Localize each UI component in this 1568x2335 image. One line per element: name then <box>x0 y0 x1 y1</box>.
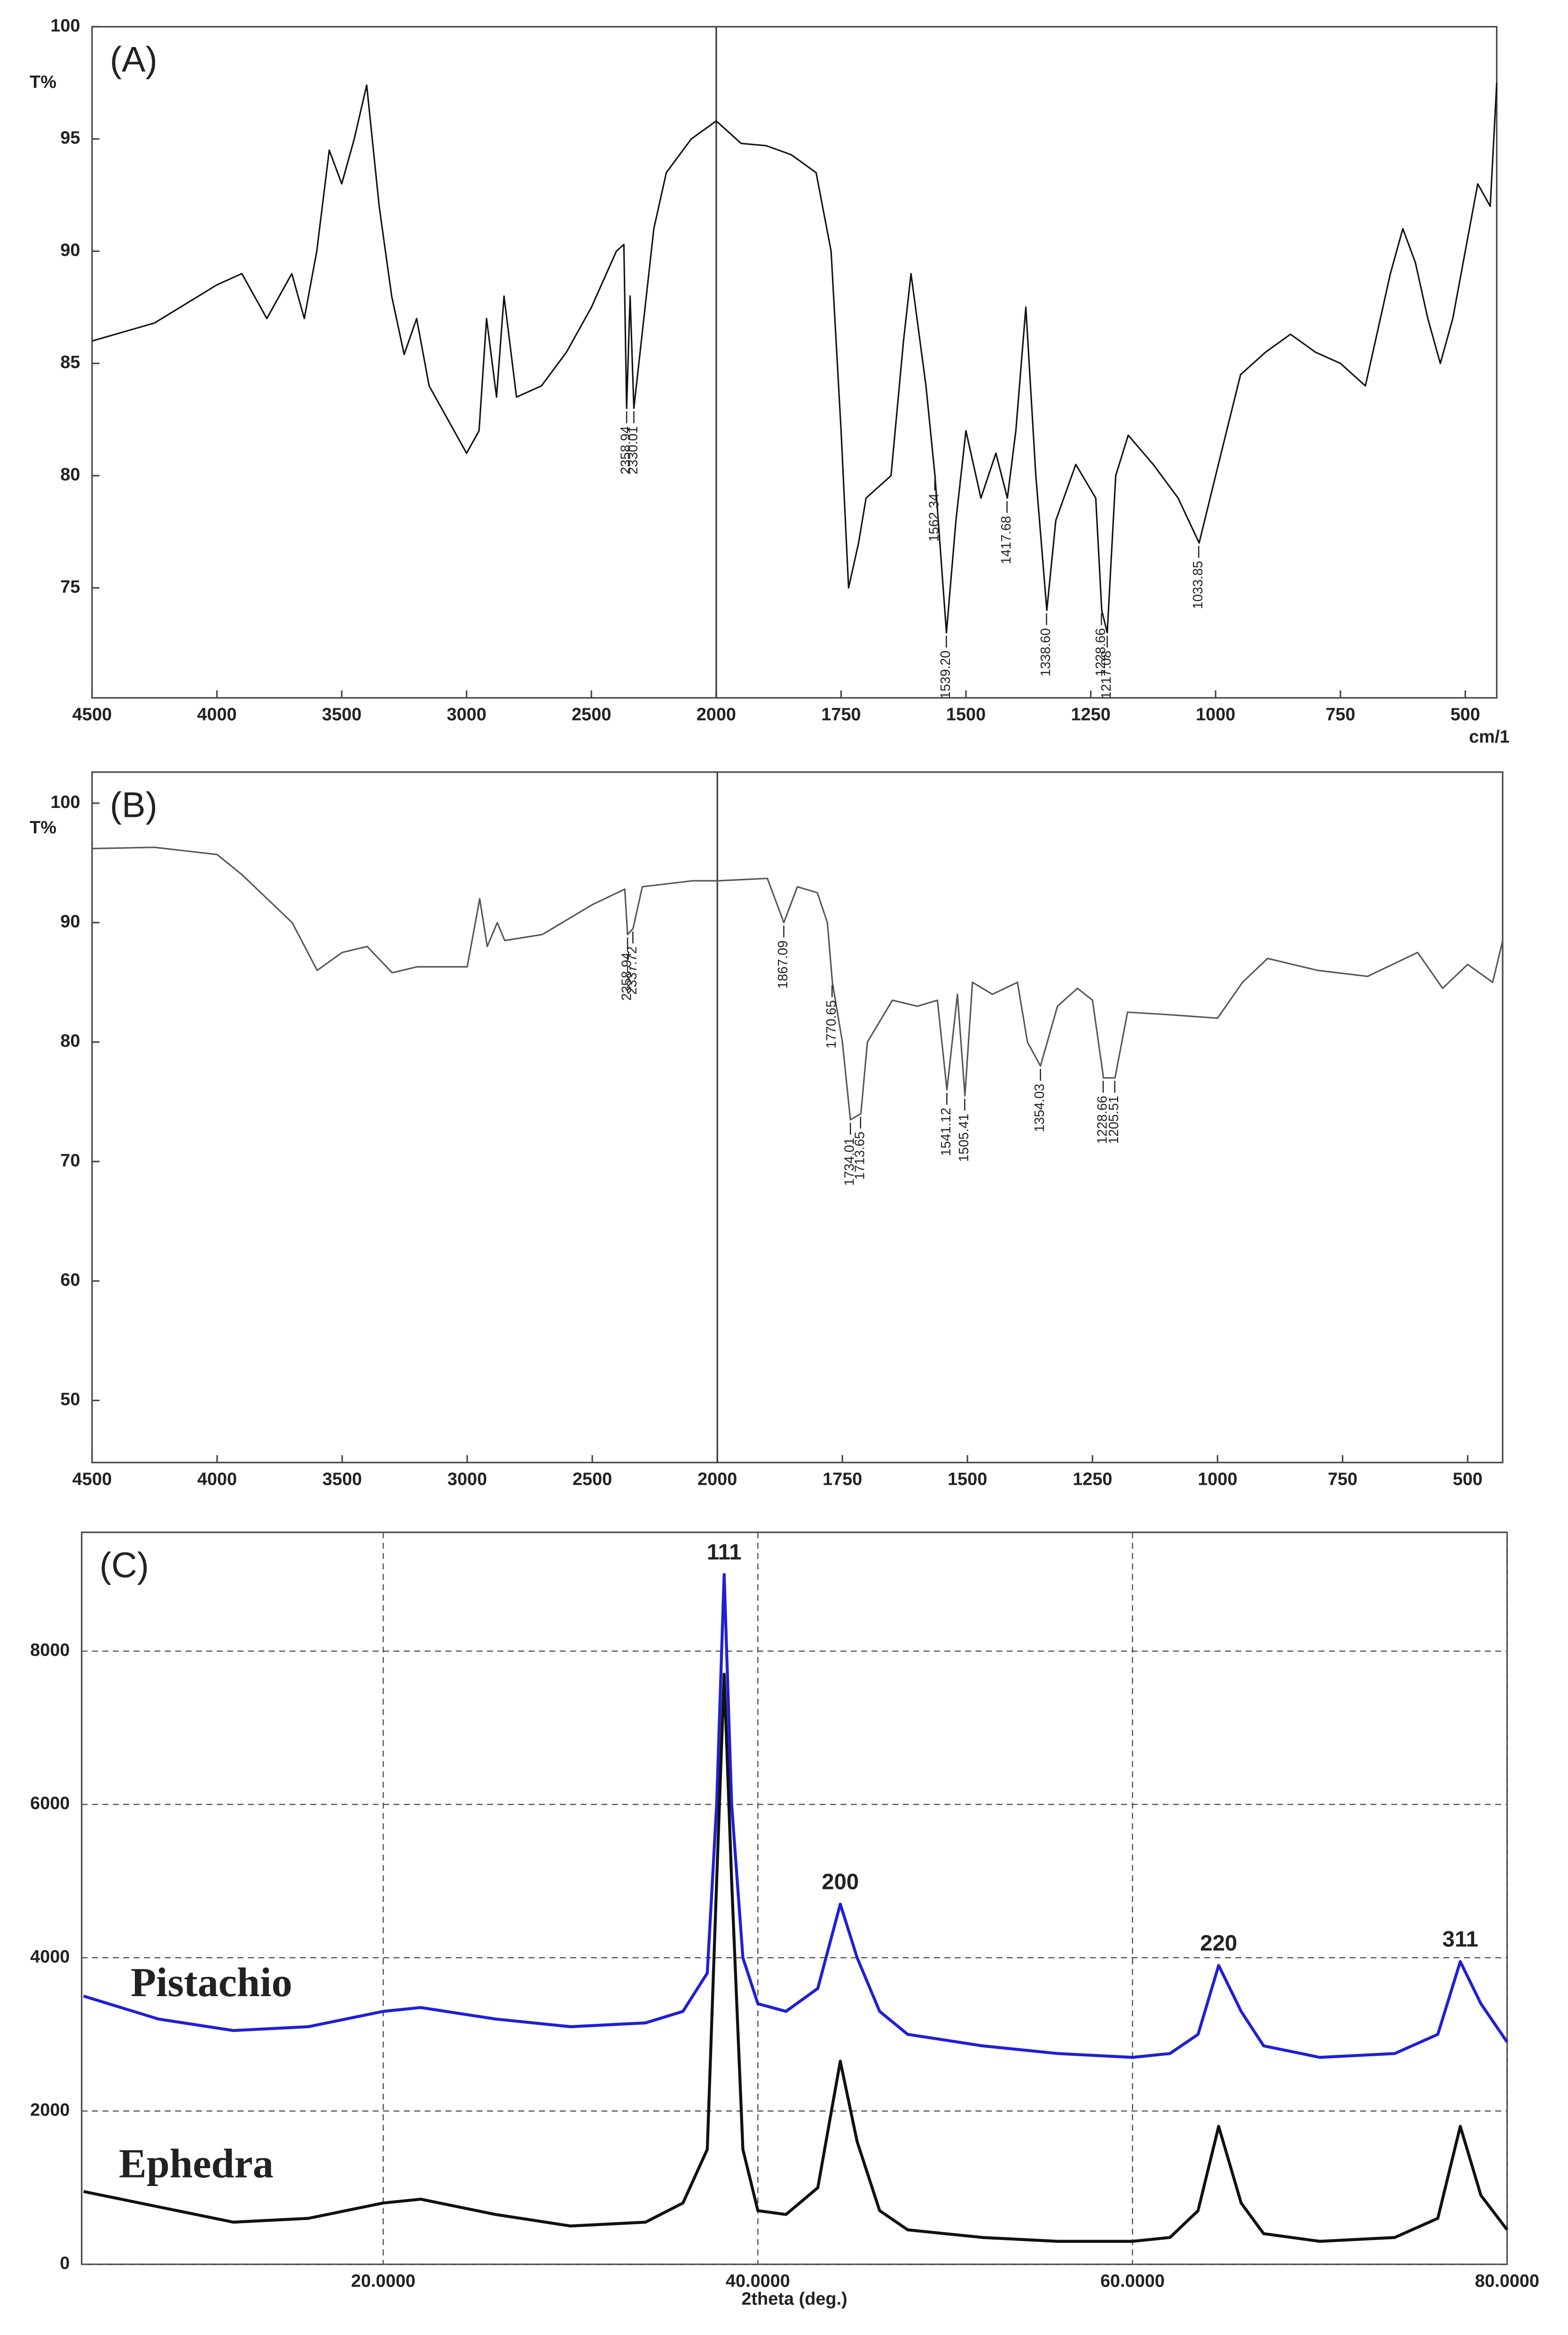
panel-label: (A) <box>110 40 157 80</box>
peak-label: 1734.01 <box>842 1137 857 1186</box>
x-tick-label: 1250 <box>1073 1470 1112 1489</box>
x-tick-label: 3500 <box>322 1470 362 1489</box>
x-tick-label: 3500 <box>322 705 361 725</box>
x-tick-label: 1500 <box>948 1470 987 1489</box>
peak-label: 1217.08 <box>1099 650 1114 699</box>
peak-label: 1033.85 <box>1191 561 1206 609</box>
peak-label: 1562.34 <box>926 494 941 542</box>
peak-label: 1539.20 <box>938 650 953 699</box>
x-tick-label: 2500 <box>572 705 611 725</box>
peak-label: 2330.01 <box>626 426 641 475</box>
peak-label: 1713.65 <box>852 1132 867 1180</box>
panel: 50 60 70 80 90 100 4500 4000 3500 3000 2500 2000 175… <box>30 771 1504 1489</box>
y-tick-label: 6000 <box>30 1794 70 1813</box>
x-tick-label: 500 <box>1450 705 1480 725</box>
x-tick-label: 750 <box>1328 1470 1357 1489</box>
y-tick-label: 0 <box>60 2254 70 2273</box>
x-axis-label: 2theta (deg.) <box>741 2289 847 2309</box>
x-tick-label: 500 <box>1453 1470 1482 1489</box>
y-axis-label: T% <box>30 818 56 838</box>
x-tick-label: 2000 <box>698 1470 737 1489</box>
panel: 0 2000 4000 6000 8000 20.0000 40.0000 60.0000 80… <box>30 1531 1539 2309</box>
x-tick-label: 40.0000 <box>726 2272 790 2291</box>
peak-label: 200 <box>822 1869 859 1894</box>
series-label: Ephedra <box>119 2141 274 2187</box>
peak-label: 1541.12 <box>939 1108 954 1156</box>
y-tick-label: 2000 <box>30 2100 70 2120</box>
y-tick-label: 70 <box>60 1151 80 1170</box>
x-tick-label: 4000 <box>197 705 236 725</box>
x-tick-label: 80.0000 <box>1475 2272 1539 2291</box>
x-tick-label: 1750 <box>821 705 861 725</box>
x-tick-label: 4000 <box>197 1470 237 1489</box>
y-tick-label: 8000 <box>30 1640 70 1660</box>
y-tick-label: 95 <box>60 128 80 148</box>
x-tick-label: 1750 <box>823 1470 862 1489</box>
peak-label: 111 <box>707 1540 742 1565</box>
peak-label: 1228.66 <box>1095 1096 1110 1144</box>
peak-label: 2358.94 <box>619 952 635 1001</box>
peak-label: 220 <box>1200 1931 1237 1956</box>
x-tick-label: 750 <box>1325 705 1355 725</box>
plot-frame <box>91 26 1497 699</box>
y-tick-label: 90 <box>60 912 80 932</box>
y-axis-label: T% <box>30 72 56 92</box>
y-tick-label: 90 <box>60 240 80 260</box>
plot-frame <box>81 1531 1508 2265</box>
x-tick-label: 1250 <box>1071 705 1110 725</box>
y-tick-label: 100 <box>50 792 80 812</box>
y-tick-label: 80 <box>60 465 80 485</box>
peak-label: 1417.68 <box>999 516 1014 564</box>
y-tick-label: 100 <box>50 16 80 36</box>
panel-label: (C) <box>100 1545 149 1585</box>
data-line <box>92 846 1504 1120</box>
x-tick-label: 2000 <box>697 705 736 725</box>
x-tick-label: 20.0000 <box>351 2272 416 2291</box>
peak-label: 1228.66 <box>1093 628 1108 676</box>
panel: 75 80 85 90 95 100 4500 4000 3500 3000 2500 2000 175… <box>30 16 1510 747</box>
x-tick-label: 1000 <box>1196 705 1235 725</box>
y-tick-label: 4000 <box>30 1947 70 1967</box>
plot-frame <box>91 771 1504 1464</box>
x-tick-label: 2500 <box>572 1470 612 1489</box>
x-tick-label: 3000 <box>447 705 486 725</box>
x-tick-label: 4500 <box>72 1470 112 1489</box>
data-line <box>83 1573 1509 2059</box>
series-label: Pistachio <box>131 1959 292 2006</box>
peak-label: 311 <box>1443 1927 1478 1952</box>
peak-label: 2337.72 <box>625 947 640 995</box>
peak-label: 1505.41 <box>956 1113 972 1162</box>
peak-label: 1338.60 <box>1038 628 1053 676</box>
y-tick-label: 75 <box>60 577 80 597</box>
x-axis-label: cm/1 <box>1469 727 1509 747</box>
x-tick-label: 1500 <box>946 705 986 725</box>
peak-label: 1770.65 <box>824 1000 839 1049</box>
x-tick-label: 60.0000 <box>1100 2272 1165 2291</box>
data-line <box>83 1672 1508 2243</box>
y-tick-label: 50 <box>60 1390 80 1410</box>
peak-label: 2358.94 <box>619 426 634 475</box>
x-tick-label: 4500 <box>72 705 112 725</box>
y-tick-label: 85 <box>60 353 80 372</box>
x-tick-label: 3000 <box>447 1470 487 1489</box>
peak-label: 1354.03 <box>1032 1084 1047 1132</box>
data-line <box>92 83 1497 634</box>
panel-label: (B) <box>110 785 157 825</box>
y-tick-label: 80 <box>60 1031 80 1051</box>
x-tick-label: 1000 <box>1198 1470 1237 1489</box>
y-tick-label: 60 <box>60 1270 80 1290</box>
peak-label: 1867.09 <box>776 940 791 989</box>
peak-label: 1205.51 <box>1106 1096 1121 1144</box>
